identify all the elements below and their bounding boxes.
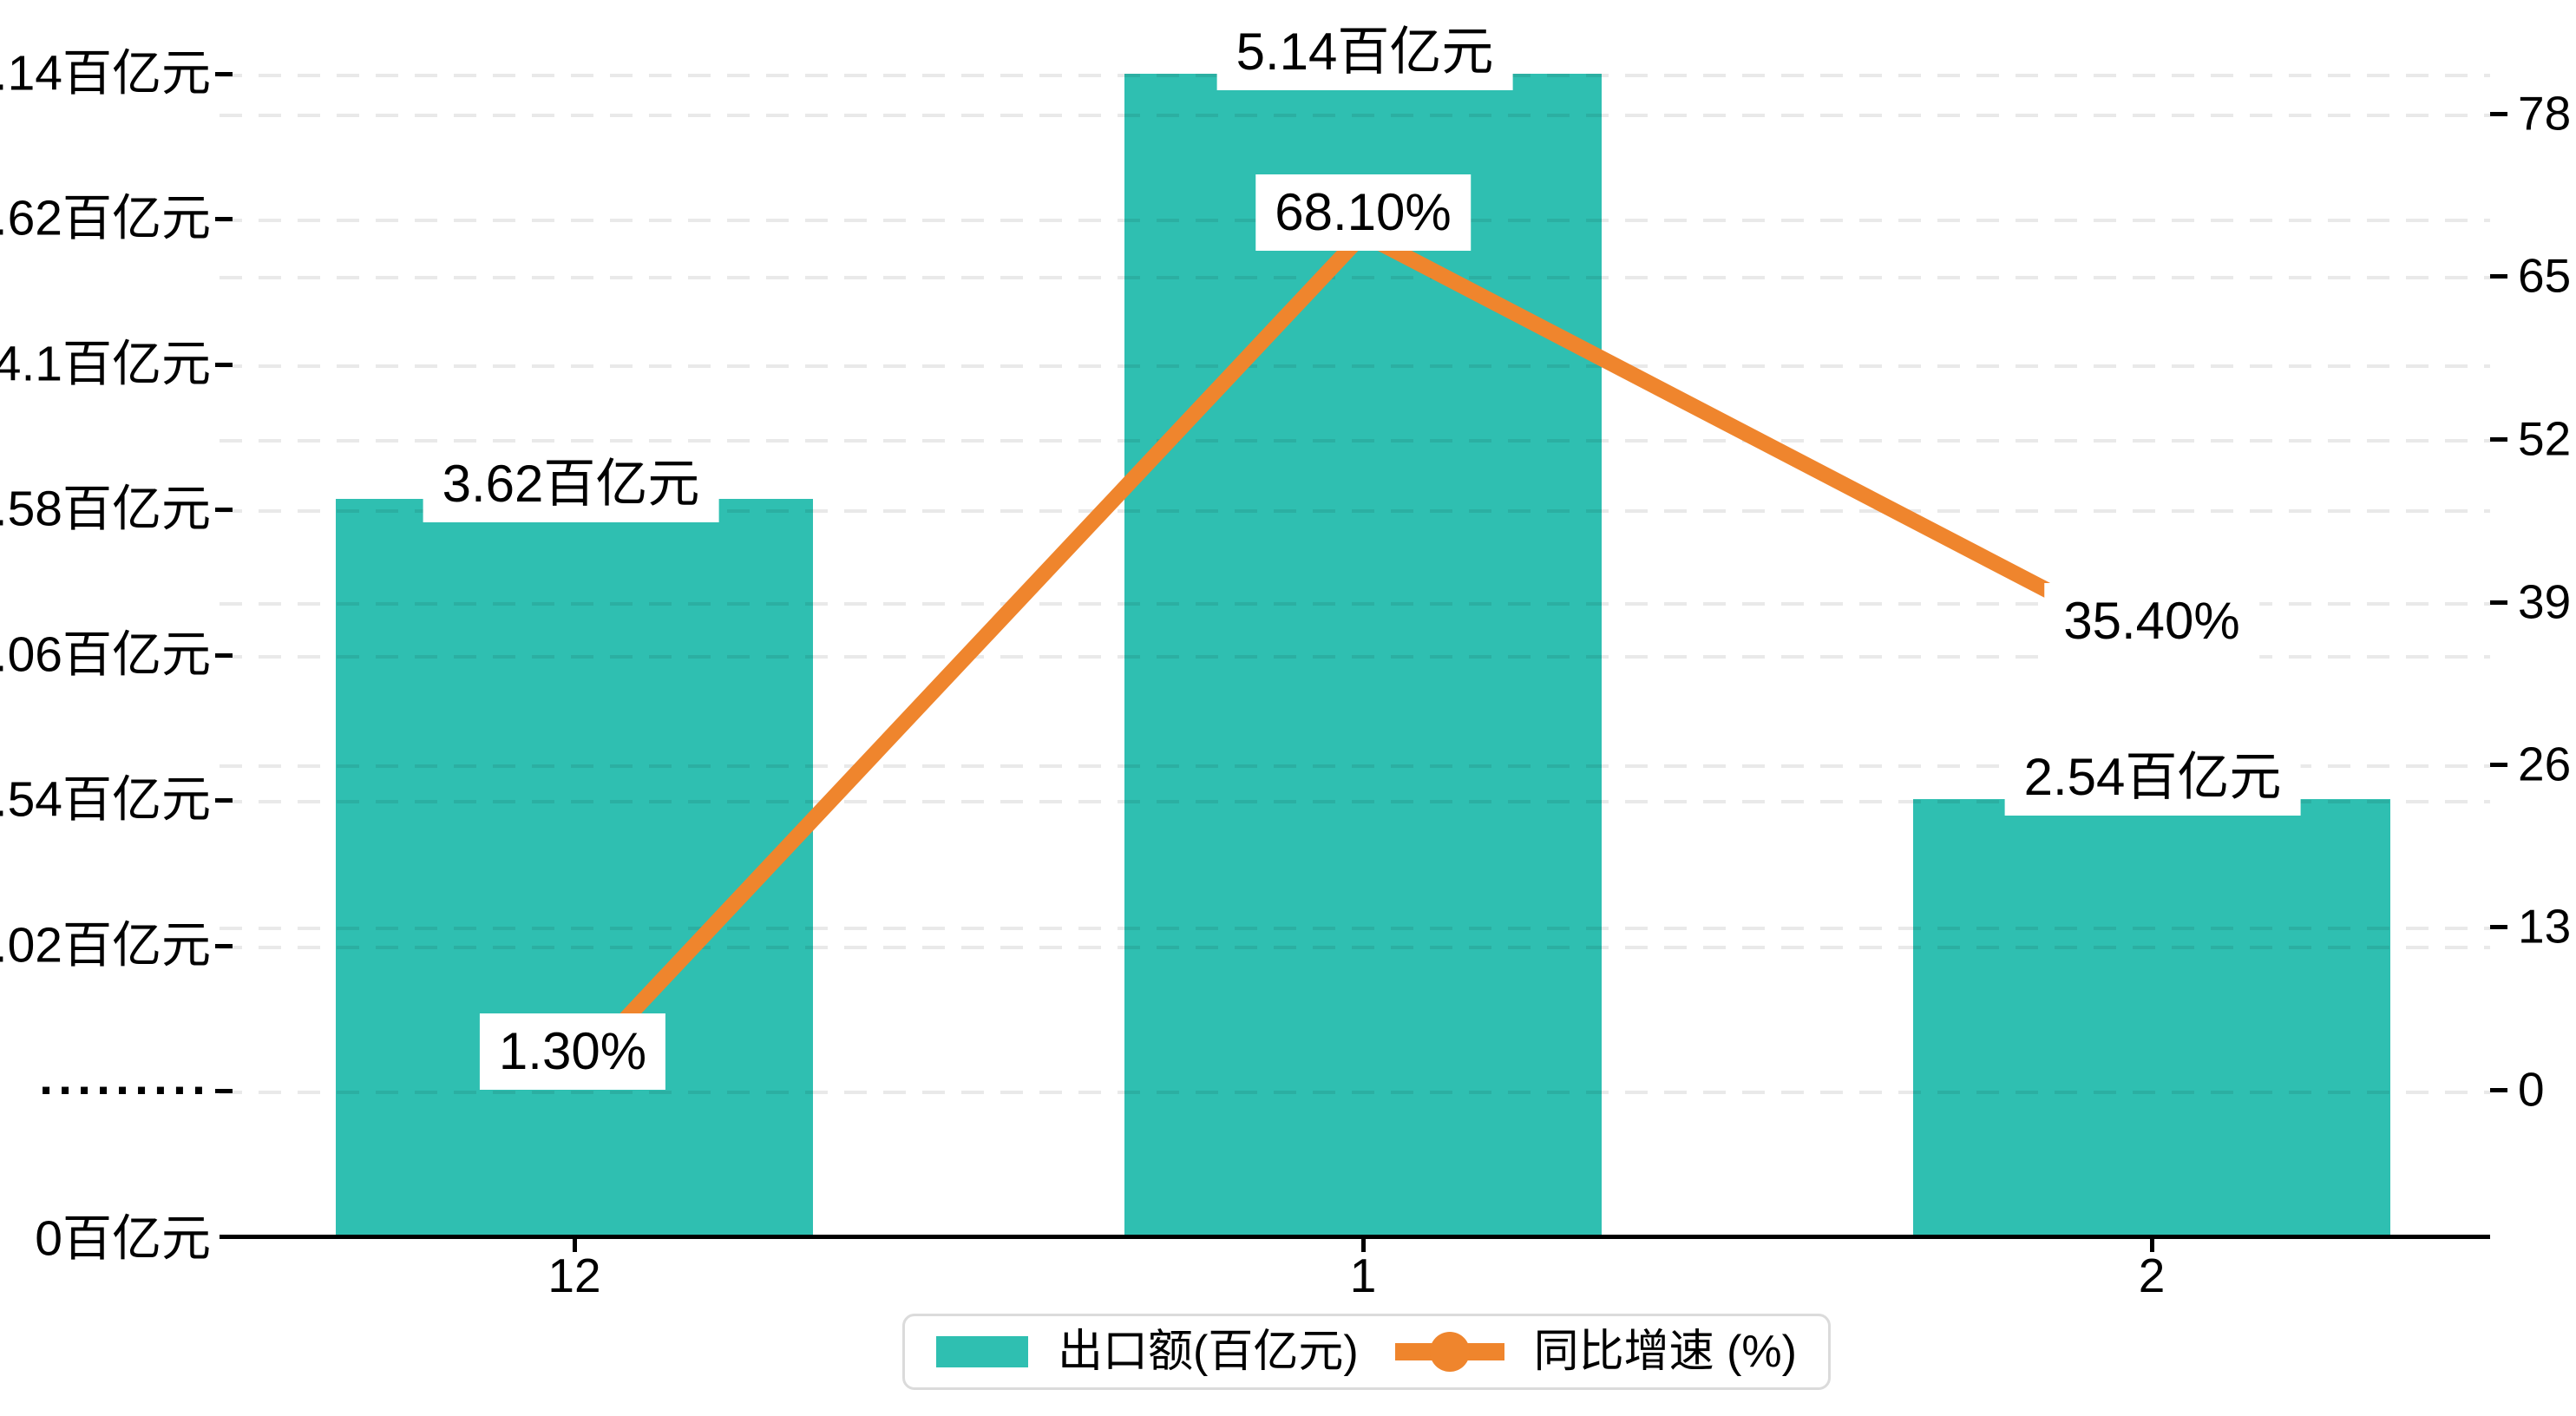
left-tick-mark [215,72,233,76]
left-tick-mark [215,1089,233,1093]
right-tick-mark [2490,925,2507,929]
gridline-right-axis [220,602,2490,606]
gridline-left-axis [220,1091,2490,1094]
gridline-right-axis [220,276,2490,279]
legend-label-export-value: 出口额(百亿元) [1058,1327,1359,1377]
bar-month-1[interactable] [1124,74,1602,1236]
gridline-right-axis [220,927,2490,930]
legend-label-yoy-growth: 同比增速 (%) [1533,1327,1797,1377]
right-tick-mark [2490,437,2507,442]
x-axis-line [220,1235,2490,1239]
left-axis-label-4-62: 4.62百亿元 [0,190,211,246]
gridline-left-axis [220,946,2490,949]
gridline-left-axis [220,655,2490,659]
right-axis-label-0: 0 [2518,1062,2545,1117]
right-tick-mark [2490,763,2507,767]
bar-month-2[interactable] [1913,799,2390,1236]
right-axis-label-52: 52 [2518,411,2572,466]
bar-label-12: 3.62百亿元 [423,446,719,522]
gridline-right-axis [220,439,2490,442]
x-tick-mark [2150,1236,2154,1252]
x-tick-mark [1361,1236,1366,1252]
left-tick-mark [215,217,233,221]
right-tick-mark [2490,112,2507,116]
gridline-left-axis [220,364,2490,368]
x-axis-label-12: 12 [547,1249,601,1302]
right-tick-mark [2490,1088,2507,1092]
x-axis-label-2: 2 [2138,1249,2166,1302]
legend-line-dot-swatch-icon [1394,1332,1504,1372]
right-axis-label-78: 78 [2518,86,2572,141]
gridline-left-axis [220,509,2490,513]
left-tick-mark [215,508,233,512]
left-axis-label-4-1: 4.1百亿元 [0,336,211,392]
x-tick-mark [573,1236,577,1252]
gridline-left-axis [220,800,2490,803]
left-tick-mark [215,363,233,367]
line-label-2: 35.40% [2044,583,2259,659]
legend-item-yoy-growth[interactable]: 同比增速 (%) [1394,1327,1797,1377]
left-axis-break-label: ········· [39,1062,211,1118]
right-axis-label-65: 65 [2518,248,2572,303]
legend-item-export-value[interactable]: 出口额(百亿元) [936,1329,1359,1374]
gridline-right-axis [220,764,2490,768]
left-tick-mark [215,653,233,658]
line-label-1: 68.10% [1255,174,1471,251]
legend: 出口额(百亿元) 同比增速 (%) [902,1314,1831,1390]
left-axis-label-0: 0百亿元 [35,1210,211,1267]
left-axis-label-2-02: 2.02百亿元 [0,917,211,974]
bar-month-12[interactable] [336,499,813,1236]
gridline-right-axis [220,114,2490,117]
line-label-12: 1.30% [479,1013,666,1090]
right-axis-label-26: 26 [2518,737,2572,791]
right-axis-label-13: 13 [2518,899,2572,954]
left-tick-mark [215,944,233,948]
right-tick-mark [2490,600,2507,605]
left-axis-label-3-58: 3.58百亿元 [0,481,211,537]
left-tick-mark [215,798,233,803]
bar-label-2: 2.54百亿元 [2004,739,2301,816]
bar-label-1: 5.14百亿元 [1216,14,1513,90]
right-tick-mark [2490,274,2507,279]
left-axis-label-5-14: 5.14百亿元 [0,45,211,102]
left-axis-label-3-06: 3.06百亿元 [0,626,211,683]
right-axis-label-39: 39 [2518,574,2572,629]
x-axis-label-1: 1 [1349,1249,1377,1302]
left-axis-label-2-54: 2.54百亿元 [0,771,211,828]
legend-bar-swatch-icon [936,1336,1028,1367]
